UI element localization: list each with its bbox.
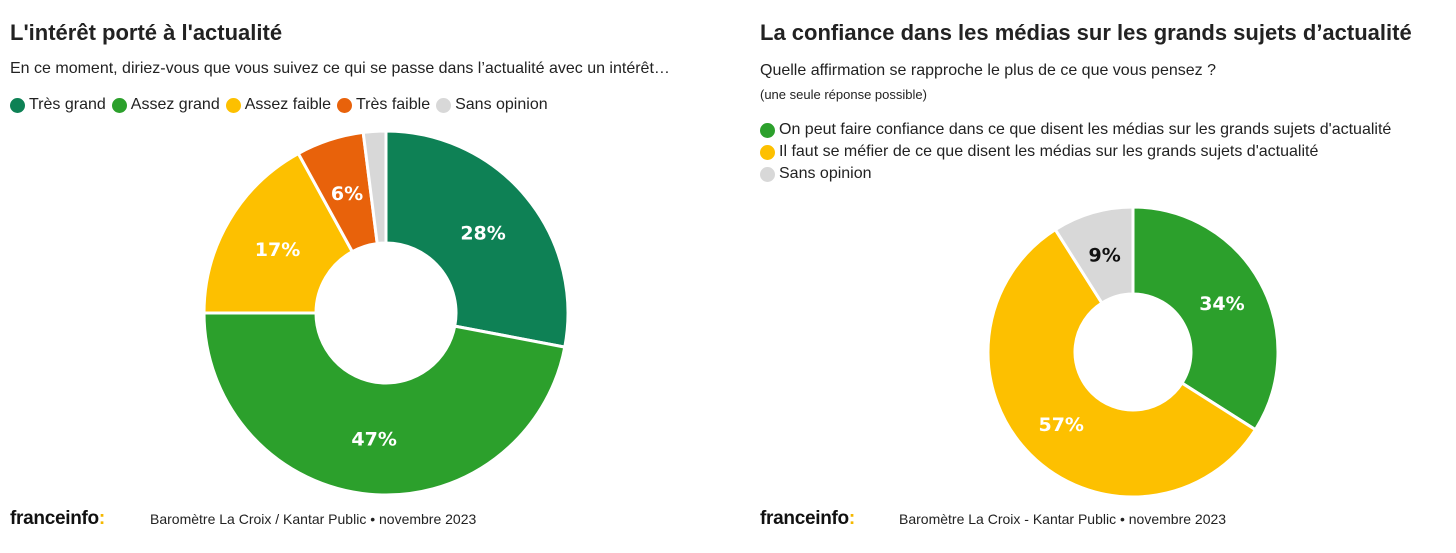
slice-il-faut-se-m-fier-de-ce-que-di: [986, 227, 1258, 499]
data-label: 34%: [1199, 293, 1244, 315]
data-label: 6%: [331, 183, 363, 205]
source-text: Baromètre La Croix - Kantar Public • nov…: [899, 511, 1227, 527]
chart-title: La confiance dans les médias sur les gra…: [760, 20, 1412, 45]
chart-title: L'intérêt porté à l'actualité: [10, 20, 283, 45]
legend: On peut faire confiance dans ce que dise…: [760, 121, 1397, 187]
slice-sans-opinion: [1053, 205, 1135, 306]
data-label: 9%: [1089, 245, 1121, 267]
legend-item: Sans opinion: [760, 165, 1391, 183]
legend-swatch: [336, 97, 352, 113]
donut-chart: 34% 57% 9%: [986, 205, 1280, 499]
slice-on-peut-faire-confiance-dans-c: [1131, 205, 1280, 432]
slice-assez-faible: [202, 151, 355, 315]
chart-note: (une seule réponse possible): [760, 87, 927, 102]
logo-text: franceinfo: [760, 508, 849, 529]
legend-item: Sans opinion: [436, 96, 548, 114]
legend-item: Assez grand: [111, 96, 220, 114]
chart-subtitle: En ce moment, diriez-vous que vous suive…: [10, 60, 670, 77]
legend-swatch: [760, 166, 775, 182]
logo-colon: :: [98, 508, 105, 529]
data-label: 28%: [460, 223, 505, 245]
chart-interest: L'intérêt porté à l'actualité En ce mome…: [10, 20, 670, 530]
data-label: 17%: [255, 239, 300, 261]
legend-label: On peut faire confiance dans ce que dise…: [779, 121, 1392, 138]
legend-label: Très faible: [355, 96, 431, 113]
source-text: Baromètre La Croix / Kantar Public • nov…: [150, 511, 477, 527]
donut-chart: 28% 47% 17% 6%: [202, 129, 570, 497]
legend-label: Sans opinion: [779, 165, 872, 182]
legend-item: Assez faible: [225, 96, 331, 114]
slice-tr-s-grand: [384, 129, 570, 349]
legend-swatch: [10, 97, 25, 113]
logo-colon: :: [848, 508, 855, 529]
data-label: 47%: [351, 428, 396, 450]
legend-item: On peut faire confiance dans ce que dise…: [760, 121, 1391, 139]
slice-assez-grand: [202, 311, 567, 497]
legend-label: Il faut se méfier de ce que disent les m…: [779, 143, 1319, 160]
legend-item: Il faut se méfier de ce que disent les m…: [760, 143, 1391, 161]
legend-label: Très grand: [29, 96, 106, 113]
chart-subtitle: Quelle affirmation se rapproche le plus …: [760, 62, 1216, 79]
data-label: 57%: [1038, 414, 1083, 436]
franceinfo-logo: franceinfo:: [760, 508, 855, 530]
legend-label: Assez faible: [244, 96, 331, 113]
slice-sans-opinion: [361, 129, 388, 246]
legend-label: Assez grand: [130, 96, 220, 113]
legend-swatch: [111, 97, 127, 113]
legend-label: Sans opinion: [455, 96, 548, 113]
legend-swatch: [760, 122, 775, 138]
franceinfo-logo: franceinfo:: [10, 508, 105, 530]
logo-text: franceinfo: [10, 508, 99, 529]
legend: Très grand Assez grand Assez faible Très fa…: [10, 96, 554, 118]
legend-item: Très grand: [10, 96, 106, 114]
legend-swatch: [436, 97, 452, 113]
legend-swatch: [225, 97, 241, 113]
legend-item: Très faible: [336, 96, 431, 114]
chart-trust: La confiance dans les médias sur les gra…: [740, 0, 1456, 553]
legend-swatch: [760, 144, 775, 160]
